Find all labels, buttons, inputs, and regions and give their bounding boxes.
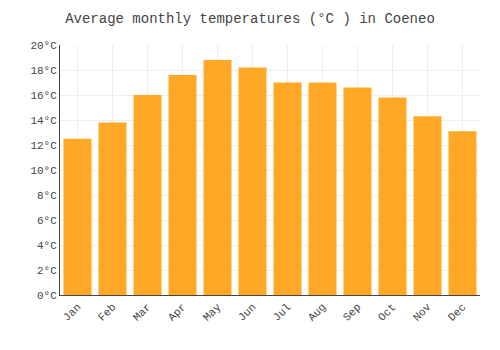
svg-text:18°C: 18°C (30, 65, 57, 77)
svg-text:Aug: Aug (306, 301, 328, 323)
svg-text:Oct: Oct (376, 301, 398, 323)
svg-text:Average monthly temperatures (: Average monthly temperatures (°C ) in Co… (65, 11, 435, 27)
svg-text:4°C: 4°C (37, 240, 57, 252)
svg-text:Dec: Dec (446, 301, 468, 323)
svg-text:2°C: 2°C (37, 265, 57, 277)
svg-text:10°C: 10°C (30, 165, 57, 177)
svg-text:Jan: Jan (61, 301, 83, 323)
svg-text:16°C: 16°C (30, 90, 57, 102)
svg-text:12°C: 12°C (30, 140, 57, 152)
svg-text:Sep: Sep (341, 301, 363, 323)
svg-text:20°C: 20°C (30, 40, 57, 52)
svg-text:6°C: 6°C (37, 215, 57, 227)
svg-text:May: May (201, 301, 224, 324)
svg-text:Jul: Jul (271, 301, 293, 323)
svg-text:Apr: Apr (166, 301, 188, 323)
svg-text:Mar: Mar (131, 301, 153, 323)
svg-text:8°C: 8°C (37, 190, 57, 202)
svg-text:14°C: 14°C (30, 115, 57, 127)
svg-text:Jun: Jun (236, 301, 258, 323)
svg-text:Nov: Nov (411, 301, 434, 324)
svg-text:0°C: 0°C (37, 290, 57, 302)
svg-text:Feb: Feb (96, 301, 118, 323)
